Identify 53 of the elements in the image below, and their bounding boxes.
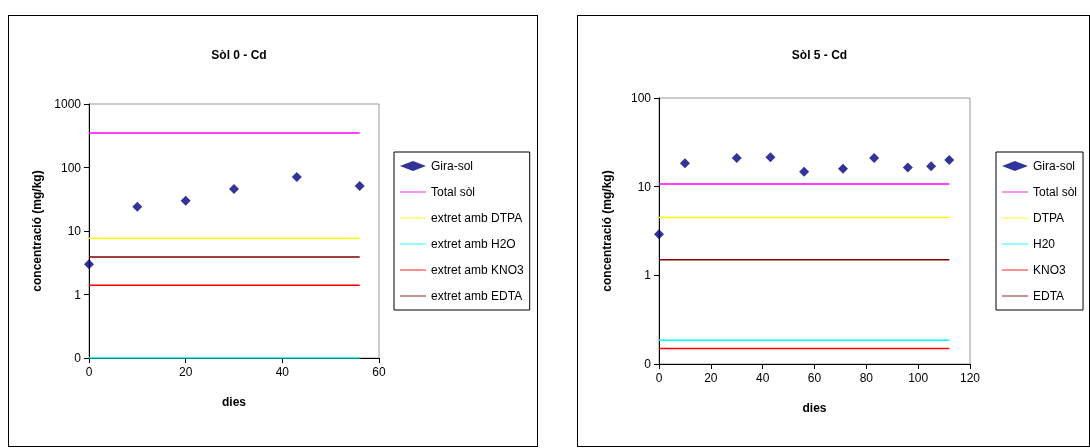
point xyxy=(679,158,690,169)
legend-label: Gira-sol xyxy=(431,159,474,173)
x-axis-title: dies xyxy=(802,401,827,415)
y-tick-label: 0 xyxy=(74,351,82,365)
y-tick-label: 10 xyxy=(67,224,82,238)
point xyxy=(354,181,365,192)
point xyxy=(654,229,664,240)
x-tick-label: 20 xyxy=(178,365,193,379)
y-axis-title: concentració (mg/kg) xyxy=(30,170,44,292)
legend-label: extret amb KNO3 xyxy=(431,263,525,277)
x-tick-label: 120 xyxy=(959,371,981,385)
chart-title: Sòl 0 - Cd xyxy=(211,48,267,62)
x-tick-label: 0 xyxy=(655,371,663,385)
y-tick-label: 1 xyxy=(644,268,652,283)
y-tick-label: 1000 xyxy=(54,97,82,111)
x-tick-label: 60 xyxy=(372,365,386,379)
legend-label: Gira-sol xyxy=(1033,159,1076,173)
y-tick-label: 100 xyxy=(630,91,652,105)
point xyxy=(84,259,94,270)
y-tick-label: 1 xyxy=(74,287,82,302)
y-axis-title: concentració (mg/kg) xyxy=(600,170,614,292)
x-tick-label: 40 xyxy=(755,371,770,385)
legend-label: extret amb H2O xyxy=(431,237,516,251)
y-tick-label: 10 xyxy=(637,179,652,194)
x-tick-label: 0 xyxy=(85,365,93,379)
point xyxy=(869,153,880,164)
point xyxy=(731,153,742,164)
x-tick-label: 100 xyxy=(908,371,929,385)
x-tick-label: 20 xyxy=(704,371,718,385)
legend-label: EDTA xyxy=(1033,289,1065,303)
point xyxy=(229,183,239,194)
point xyxy=(180,195,191,206)
x-tick-label: 60 xyxy=(807,371,822,385)
point xyxy=(291,171,302,182)
point xyxy=(902,162,913,173)
point xyxy=(132,201,143,212)
legend-label: DTPA xyxy=(1033,211,1065,225)
point xyxy=(926,161,937,172)
chart-title: Sòl 5 - Cd xyxy=(791,48,848,62)
legend-label: Total sòl xyxy=(431,185,476,199)
legend-label: Total sòl xyxy=(1033,185,1078,199)
x-axis-title: dies xyxy=(221,395,247,409)
point xyxy=(765,152,776,163)
legend-label: KNO3 xyxy=(1033,263,1066,277)
point xyxy=(799,166,810,177)
x-tick-label: 40 xyxy=(275,365,290,379)
x-tick-label: 80 xyxy=(859,371,874,385)
point xyxy=(944,154,955,165)
y-tick-label: 100 xyxy=(60,160,82,175)
legend-label: extret amb DTPA xyxy=(431,211,523,225)
point xyxy=(838,163,849,174)
legend-label: H20 xyxy=(1033,237,1056,251)
legend-label: extret amb EDTA xyxy=(431,289,523,303)
